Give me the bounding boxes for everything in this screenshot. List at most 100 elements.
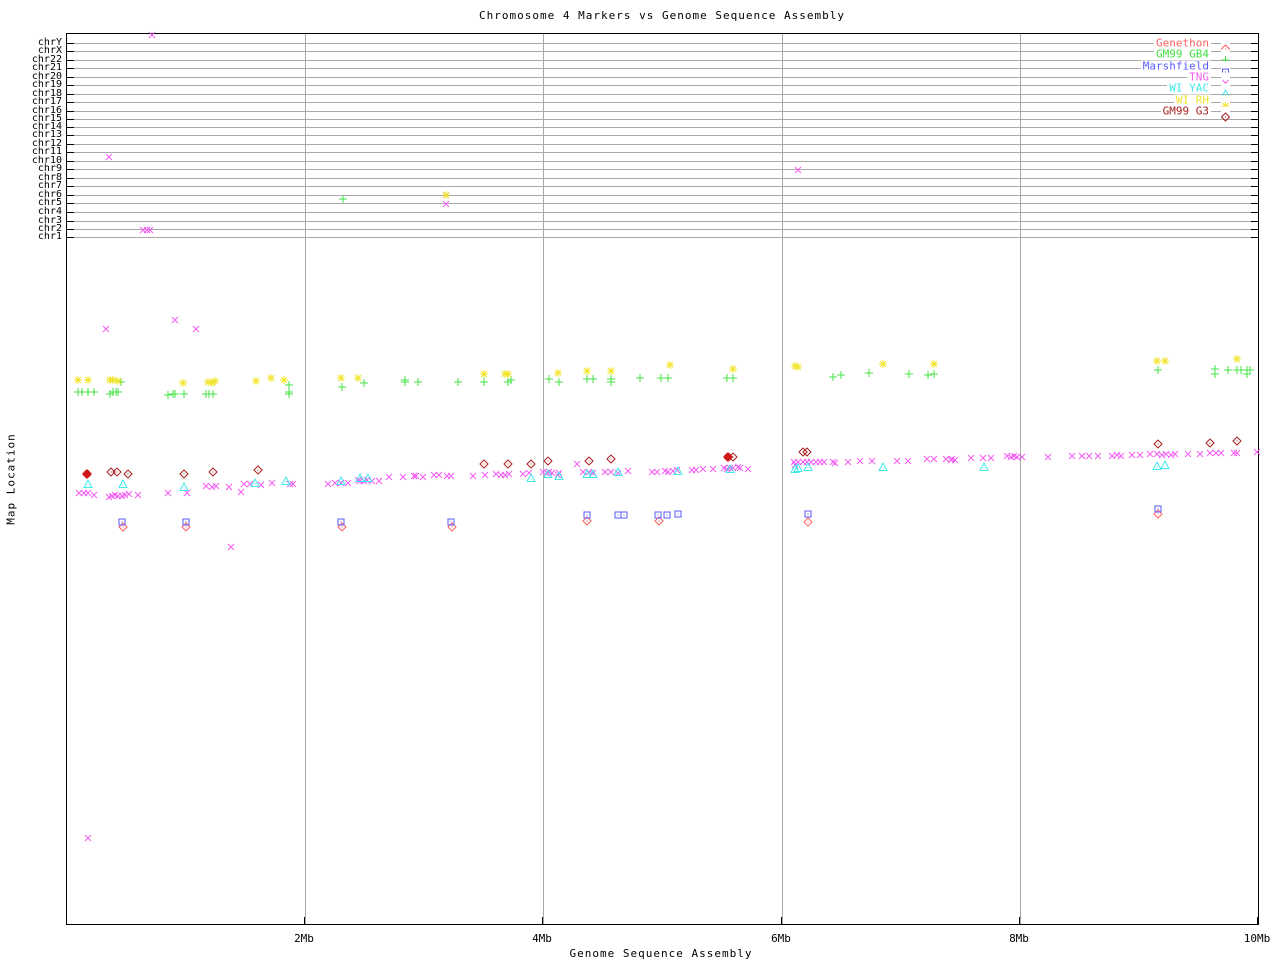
marker-tng (1170, 450, 1179, 459)
marker-tng (224, 483, 233, 492)
x-tick (1018, 917, 1020, 924)
chromosome-gridline-chr7 (67, 186, 1258, 187)
marker-yac (582, 469, 592, 478)
marker-rh (1152, 356, 1161, 365)
marker-tng (398, 473, 407, 482)
marker-g3 (1153, 439, 1163, 449)
marker-tng (411, 472, 420, 481)
marker-rh (790, 361, 799, 370)
chromosome-gridline-chr22 (67, 60, 1258, 61)
marker-rh (252, 377, 261, 386)
marker-gb4 (545, 375, 554, 384)
legend-label: WI RH (1173, 93, 1211, 106)
marker-yac (250, 478, 260, 487)
y-tick (1251, 221, 1258, 222)
legend-label: Marshfield (1140, 59, 1211, 73)
marker-gb4 (554, 377, 563, 386)
marker-yac (363, 473, 373, 483)
marker-tng (1084, 451, 1093, 460)
marker-g3 (179, 469, 189, 479)
marker-marshfield (803, 509, 812, 518)
marker-yac (979, 462, 989, 472)
legend-row-marshfield: Marshfield (1140, 59, 1230, 76)
marker-marshfield (1153, 505, 1162, 514)
chr-label-chr9: chr9 (37, 163, 62, 174)
chr-label-chr6: chr6 (37, 189, 62, 200)
marker-rh (178, 378, 187, 387)
marker-gb4 (284, 390, 293, 399)
marker-tng (831, 458, 840, 467)
legend-plus-icon (1221, 49, 1230, 65)
chromosome-gridline-chr16 (67, 111, 1258, 112)
chromosome-gridline-chr21 (67, 68, 1258, 69)
legend-diamond-icon (1220, 106, 1231, 122)
marker-yac (554, 471, 564, 481)
marker-genethon (803, 517, 813, 527)
marker-gb4 (105, 389, 114, 398)
chromosome-gridline-chrX (67, 51, 1258, 52)
y-tick (1251, 212, 1258, 213)
y-tick (1251, 178, 1258, 179)
marker-tng (236, 488, 245, 497)
marker-tng (1094, 451, 1103, 460)
y-tick (1251, 229, 1258, 230)
chr-label-chr8: chr8 (37, 172, 62, 183)
y-tick (1251, 94, 1258, 95)
marker-genethon (337, 522, 347, 532)
y-tick (1251, 43, 1258, 44)
y-tick (67, 85, 74, 86)
marker-tng (794, 458, 803, 467)
marker-yac (355, 473, 365, 483)
plot-title: Chromosome 4 Markers vs Genome Sequence … (479, 9, 845, 22)
marker-tng (922, 455, 931, 464)
marker-tng (607, 467, 616, 476)
marker-tng (384, 473, 393, 482)
marker-genethon (654, 516, 664, 526)
marker-marshfield (446, 517, 455, 526)
marker-yac (878, 462, 888, 472)
marker-tng (191, 325, 200, 334)
chr-label-chr19: chr19 (31, 79, 62, 90)
y-tick (67, 51, 74, 52)
marker-gb4 (507, 376, 516, 385)
legend-label: TNG (1187, 70, 1211, 84)
marker-tng (647, 467, 656, 476)
marker-gb4 (414, 377, 423, 386)
chromosome-gridline-chr12 (67, 144, 1258, 145)
marker-rh (336, 374, 345, 383)
marker-g3 (526, 459, 536, 469)
marker-tng (893, 457, 902, 466)
marker-gb4 (179, 389, 188, 398)
legend-star-icon (1221, 95, 1230, 110)
marker-rh (1232, 354, 1241, 363)
marker-gb4 (657, 373, 666, 382)
marker-yac (1152, 461, 1162, 470)
marker-tng (623, 466, 632, 475)
marker-tng (84, 833, 93, 842)
marker-tng (1212, 449, 1221, 458)
marker-tng (441, 199, 450, 208)
marker-g3 (208, 467, 218, 477)
marker-tng (868, 457, 877, 466)
marker-tng (652, 467, 661, 476)
marker-g3 (584, 456, 594, 466)
marker-rh (73, 376, 82, 385)
chromosome-gridline-chr4 (67, 212, 1258, 213)
chromosome-gridline-chrY (67, 43, 1258, 44)
marker-gb4 (359, 378, 368, 387)
marker-g3 (503, 459, 513, 469)
chr-label-chr21: chr21 (31, 62, 62, 73)
marker-yac (613, 467, 623, 476)
y-tick (1251, 144, 1258, 145)
marker-yac (793, 463, 803, 473)
chr-label-chr13: chr13 (31, 129, 62, 140)
marker-g3 (123, 469, 133, 479)
marker-rh (665, 361, 674, 370)
y-tick (1251, 77, 1258, 78)
y-tick (67, 119, 74, 120)
marker-tng (481, 470, 490, 479)
marker-genethon (118, 522, 128, 532)
marker-tng (146, 225, 155, 234)
marker-tng (134, 491, 143, 500)
